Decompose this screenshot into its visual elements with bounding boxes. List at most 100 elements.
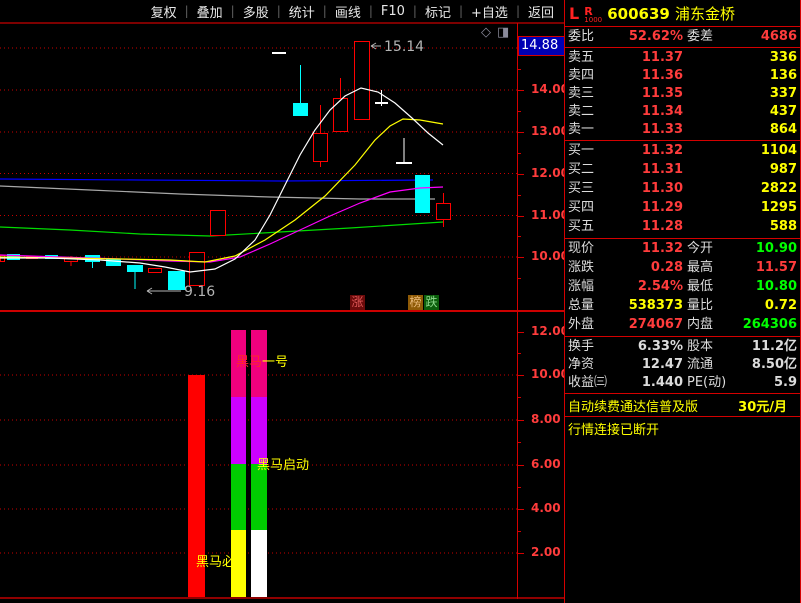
stat-label: 最低 xyxy=(687,279,714,294)
stat-label: 涨幅 xyxy=(568,279,595,294)
indicator-bar-1 xyxy=(231,464,246,530)
buy-label: 买三 xyxy=(568,181,595,196)
buy-volume: 987 xyxy=(769,162,797,177)
indicator-bar-1 xyxy=(231,530,246,597)
axis-label: 8.00 xyxy=(531,412,561,426)
stat-label: 换手 xyxy=(568,339,595,354)
stat-value: 10.90 xyxy=(755,241,797,256)
menu-item-0[interactable]: 复权 xyxy=(150,5,177,21)
pane-divider xyxy=(0,310,565,312)
menu-separator: | xyxy=(184,4,189,18)
stat-label: 收益㈢ xyxy=(568,375,608,390)
sell-label: 卖二 xyxy=(568,104,595,119)
stat-value: 1.440 xyxy=(641,375,683,390)
menu-item-6[interactable]: 标记 xyxy=(424,5,451,21)
sell-label: 卖四 xyxy=(568,68,595,83)
stat-value: 8.50亿 xyxy=(751,357,797,372)
sell-volume: 136 xyxy=(769,68,797,83)
indicator-bar-2 xyxy=(251,330,267,397)
axis-label: 11.00 xyxy=(531,207,569,222)
buy-row-3: 买三 11.30 2822 xyxy=(565,181,799,200)
bottom-border xyxy=(0,597,565,599)
sell-label: 卖五 xyxy=(568,50,595,65)
weibi-label: 委比 xyxy=(568,29,595,44)
r-badge[interactable]: R 1000 xyxy=(584,4,603,24)
buy-price: 11.30 xyxy=(641,181,683,196)
stat-label: PE(动) xyxy=(687,375,727,390)
axis-label: 12.00 xyxy=(531,165,569,180)
sell-volume: 437 xyxy=(769,104,797,119)
menu-item-5[interactable]: F10 xyxy=(380,3,405,19)
sell-price: 11.33 xyxy=(641,122,683,137)
indicator-bar-1 xyxy=(231,397,246,464)
stats-row: 涨跌 0.28 最高 11.57 xyxy=(565,260,799,279)
rank-button-2[interactable]: 跌 xyxy=(424,295,439,310)
ma-white xyxy=(0,87,444,273)
panel-divider xyxy=(565,47,800,48)
stats-row: 收益㈢ 1.440 PE(动) 5.9 xyxy=(565,375,799,393)
menu-separator: | xyxy=(368,4,373,18)
indicator-label: 黑马一号 xyxy=(236,355,288,370)
sell-price: 11.36 xyxy=(641,68,683,83)
menu-item-8[interactable]: 返回 xyxy=(527,5,554,21)
buy-volume: 588 xyxy=(769,219,797,234)
axis-label: 10.00 xyxy=(531,367,569,381)
panel-divider xyxy=(565,416,800,417)
stat-label: 现价 xyxy=(568,241,595,256)
axis-label: 13.00 xyxy=(531,124,569,138)
menu-item-1[interactable]: 叠加 xyxy=(196,5,223,21)
stats-row: 净资 12.47 流通 8.50亿 xyxy=(565,357,799,375)
ma-blue xyxy=(0,178,434,182)
stat-label: 流通 xyxy=(687,357,714,372)
stats-row: 外盘 274067 内盘 264306 xyxy=(565,317,799,336)
buy-price: 11.32 xyxy=(641,143,683,158)
indicator-bar-1 xyxy=(231,330,246,397)
buy-volume: 1295 xyxy=(760,200,797,215)
menu-separator: | xyxy=(230,4,235,18)
panel-divider xyxy=(565,393,800,394)
panel-divider xyxy=(565,238,800,239)
menu-separator: | xyxy=(515,4,520,18)
diamond-marker-icon[interactable]: ◇ xyxy=(481,25,491,40)
stat-value: 11.57 xyxy=(755,260,797,275)
menu-item-7[interactable]: +自选 xyxy=(471,5,508,21)
menu-item-4[interactable]: 画线 xyxy=(334,5,361,21)
stock-name: 浦东金桥 xyxy=(674,5,735,23)
rank-button-1[interactable]: 榜 xyxy=(408,295,423,310)
buy-price: 11.31 xyxy=(641,162,683,177)
price-annotation: 9.16 xyxy=(184,284,215,300)
stat-label: 净资 xyxy=(568,357,595,372)
sell-row-5: 卖五 11.37 336 xyxy=(565,50,799,68)
buy-label: 买一 xyxy=(568,143,595,158)
stat-label: 量比 xyxy=(687,298,714,313)
stat-label: 内盘 xyxy=(687,317,714,332)
split-window-icon[interactable]: ◨ xyxy=(497,25,510,40)
indicator-axis: 12.00 10.00 8.00 6.00 4.00 2.00 xyxy=(518,312,569,598)
l-badge[interactable]: L xyxy=(569,4,580,23)
buy-label: 买五 xyxy=(568,219,595,234)
price-annotation: 15.14 xyxy=(384,39,424,55)
weibi-value: 52.62% xyxy=(628,29,683,44)
main-price-axis: 14.88 14.00 13.00 12.00 11.00 10.00 xyxy=(518,23,569,311)
menu-separator: | xyxy=(412,4,417,18)
axis-label: 6.00 xyxy=(531,457,561,471)
stat-value: 264306 xyxy=(742,317,797,332)
menu-bar: 复权 | 叠加 | 多股 | 统计 | 画线 | F10 | 标记 | +自选 | 返回 xyxy=(0,0,562,22)
axis-border-left xyxy=(517,23,518,599)
subscription-notice[interactable]: 自动续费通达信普及版 30元/月 xyxy=(568,400,787,415)
panel-divider xyxy=(565,140,800,141)
menu-item-3[interactable]: 统计 xyxy=(288,5,315,21)
menu-item-2[interactable]: 多股 xyxy=(242,5,269,21)
stat-label: 涨跌 xyxy=(568,260,595,275)
stat-value: 6.33% xyxy=(637,339,683,354)
indicator-bar-2 xyxy=(251,530,267,597)
stat-value: 10.80 xyxy=(755,279,797,294)
indicator-bar-0 xyxy=(188,375,205,597)
weicha-value: 4686 xyxy=(760,29,797,44)
stat-value: 274067 xyxy=(628,317,683,332)
buy-label: 买二 xyxy=(568,162,595,177)
stat-value: 11.32 xyxy=(641,241,683,256)
axis-label: 14.00 xyxy=(531,82,569,96)
stat-value: 12.47 xyxy=(641,357,683,372)
rank-button-0[interactable]: 涨 xyxy=(350,295,365,310)
